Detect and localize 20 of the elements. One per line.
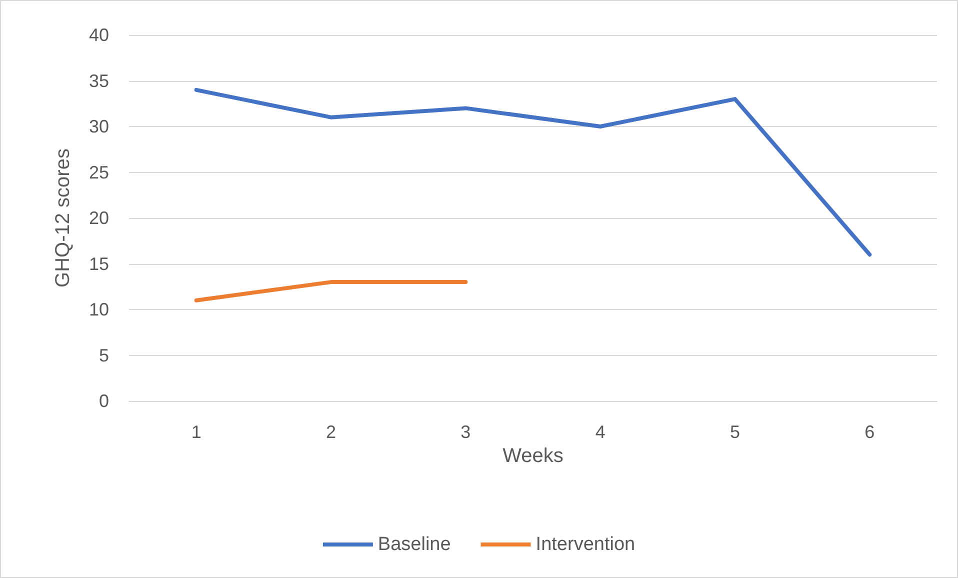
x-tick-label: 4 <box>595 422 606 442</box>
legend-label: Intervention <box>536 534 636 555</box>
legend-label: Baseline <box>378 534 451 555</box>
y-tick-label: 10 <box>88 300 109 320</box>
x-tick-label: 5 <box>730 422 740 442</box>
x-axis-title: Weeks <box>502 445 564 467</box>
y-tick-label: 5 <box>98 345 109 366</box>
y-tick-label: 20 <box>88 208 109 228</box>
y-tick-label: 15 <box>88 254 109 274</box>
x-tick-label: 2 <box>326 422 336 442</box>
y-tick-label: 35 <box>88 70 109 91</box>
x-tick-label: 3 <box>460 422 471 442</box>
x-tick-label: 6 <box>864 422 875 442</box>
y-axis-title: GHQ-12 scores <box>52 148 74 288</box>
x-tick-label: 1 <box>191 422 202 442</box>
y-tick-label: 25 <box>88 162 109 182</box>
line-series <box>194 88 872 257</box>
y-tick-label: 0 <box>98 391 109 411</box>
y-tick-label: 30 <box>88 116 109 136</box>
y-tick-label: 40 <box>88 25 109 45</box>
